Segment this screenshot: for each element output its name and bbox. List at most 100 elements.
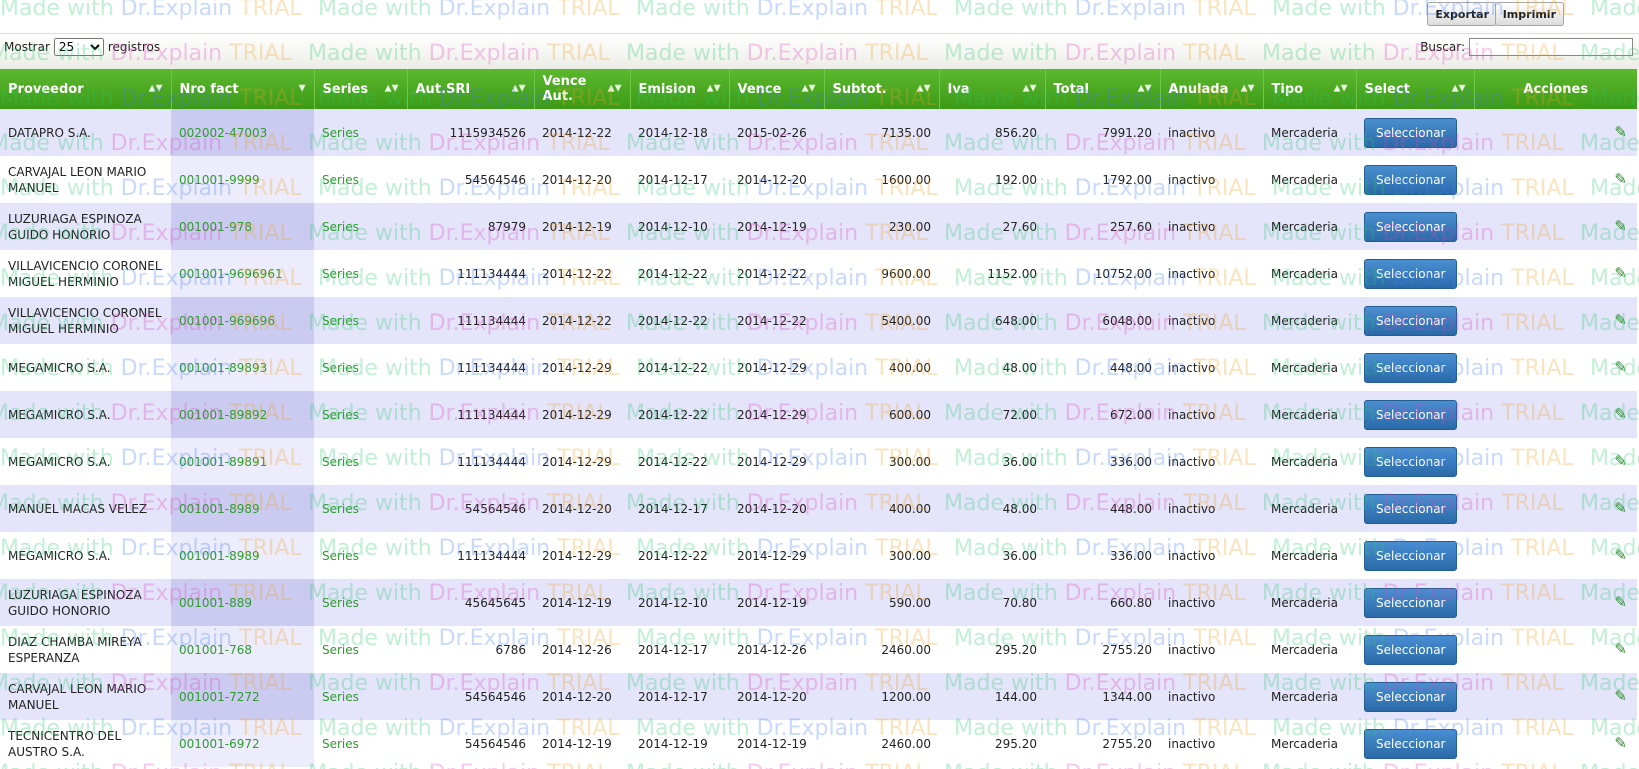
col-header-vence-aut[interactable]: Vence Aut. ▲▼ <box>534 69 631 109</box>
invoice-link[interactable]: 001001-969696 <box>179 313 275 328</box>
edit-pencil-icon[interactable]: ✎ <box>1614 546 1627 564</box>
col-header-emision[interactable]: Emision ▲▼ <box>630 69 730 109</box>
col-header-iva[interactable]: Iva ▲▼ <box>939 69 1046 109</box>
cell-tipo: Mercaderia <box>1263 673 1356 720</box>
cell-aut-sri: 45645645 <box>407 579 534 626</box>
export-button[interactable]: Exportar <box>1427 2 1497 26</box>
select-button[interactable]: Seleccionar <box>1364 305 1458 336</box>
select-button[interactable]: Seleccionar <box>1364 164 1458 195</box>
col-header-acciones: Acciones <box>1523 81 1589 97</box>
select-button[interactable]: Seleccionar <box>1364 493 1458 524</box>
col-header-series[interactable]: Series ▲▼ <box>314 69 408 109</box>
edit-pencil-icon[interactable]: ✎ <box>1614 123 1627 141</box>
cell-series: Series <box>314 391 407 438</box>
select-button[interactable]: Seleccionar <box>1364 540 1458 571</box>
edit-pencil-icon[interactable]: ✎ <box>1614 593 1627 611</box>
select-button[interactable]: Seleccionar <box>1364 587 1458 618</box>
cell-total: 10752.00 <box>1045 250 1160 297</box>
edit-pencil-icon[interactable]: ✎ <box>1614 217 1627 235</box>
search-input[interactable] <box>1469 38 1633 56</box>
edit-pencil-icon[interactable]: ✎ <box>1614 358 1627 376</box>
cell-vence: 2014-12-29 <box>729 391 824 438</box>
col-header-total[interactable]: Total ▲▼ <box>1045 69 1161 109</box>
cell-vence-aut: 2014-12-22 <box>534 109 630 156</box>
invoice-link[interactable]: 001001-9999 <box>179 172 260 187</box>
cell-aut-sri: 111134444 <box>407 438 534 485</box>
edit-pencil-icon[interactable]: ✎ <box>1614 687 1627 705</box>
cell-proveedor: LUZURIAGA ESPINOZA GUIDO HONORIO <box>0 579 171 626</box>
invoice-link[interactable]: 002002-47003 <box>179 125 268 140</box>
col-header-subtot[interactable]: Subtot. ▲▼ <box>824 69 940 109</box>
select-button[interactable]: Seleccionar <box>1364 352 1458 383</box>
col-header-tipo[interactable]: Tipo ▲▼ <box>1263 69 1357 109</box>
edit-pencil-icon[interactable]: ✎ <box>1614 499 1627 517</box>
page-length-select[interactable]: 25 <box>53 38 104 56</box>
cell-nro-fact: 001001-889 <box>171 579 314 626</box>
cell-proveedor: MEGAMICRO S.A. <box>0 344 171 391</box>
edit-pencil-icon[interactable]: ✎ <box>1614 264 1627 282</box>
cell-anulada: inactivo <box>1160 673 1263 720</box>
invoice-link[interactable]: 001001-89892 <box>179 407 268 422</box>
invoice-link[interactable]: 001001-8989 <box>179 548 260 563</box>
col-header-nro-fact[interactable]: Nro fact ▼ <box>171 69 315 109</box>
cell-emision: 2014-12-22 <box>630 297 729 344</box>
cell-aut-sri: 54564546 <box>407 720 534 767</box>
col-header-select[interactable]: Select ▲▼ <box>1356 69 1475 109</box>
cell-emision: 2014-12-19 <box>630 720 729 767</box>
print-button[interactable]: Imprimir <box>1494 2 1564 26</box>
cell-acciones: ✎ <box>1474 673 1637 720</box>
select-button[interactable]: Seleccionar <box>1364 258 1458 289</box>
edit-pencil-icon[interactable]: ✎ <box>1614 170 1627 188</box>
select-button[interactable]: Seleccionar <box>1364 399 1458 430</box>
cell-tipo: Mercaderia <box>1263 297 1356 344</box>
cell-select: Seleccionar <box>1356 579 1474 626</box>
col-header-anulada[interactable]: Anulada ▲▼ <box>1160 69 1264 109</box>
cell-select: Seleccionar <box>1356 626 1474 673</box>
invoice-link[interactable]: 001001-89891 <box>179 454 268 469</box>
invoice-link[interactable]: 001001-6972 <box>179 736 260 751</box>
cell-vence: 2014-12-22 <box>729 297 824 344</box>
cell-vence: 2014-12-20 <box>729 673 824 720</box>
col-header-proveedor[interactable]: Proveedor ▲▼ <box>0 69 172 109</box>
table-row: MEGAMICRO S.A. 001001-89893 Series 11113444… <box>0 344 1637 391</box>
cell-series: Series <box>314 297 407 344</box>
cell-vence: 2014-12-29 <box>729 532 824 579</box>
select-button[interactable]: Seleccionar <box>1364 446 1458 477</box>
invoice-link[interactable]: 001001-7272 <box>179 689 260 704</box>
cell-vence: 2014-12-19 <box>729 203 824 250</box>
cell-anulada: inactivo <box>1160 579 1263 626</box>
invoice-link[interactable]: 001001-978 <box>179 219 253 234</box>
sort-both-icon: ▲▼ <box>801 83 816 94</box>
select-button[interactable]: Seleccionar <box>1364 117 1458 148</box>
select-button[interactable]: Seleccionar <box>1364 681 1458 712</box>
invoice-link[interactable]: 001001-768 <box>179 642 253 657</box>
cell-series: Series <box>314 485 407 532</box>
cell-emision: 2014-12-17 <box>630 673 729 720</box>
select-button[interactable]: Seleccionar <box>1364 634 1458 665</box>
edit-pencil-icon[interactable]: ✎ <box>1614 311 1627 329</box>
table-row: MANUEL MACAS VELEZ 001001-8989 Series 54564… <box>0 485 1637 532</box>
invoice-link[interactable]: 001001-89893 <box>179 360 268 375</box>
sort-both-icon: ▲▼ <box>706 83 721 94</box>
cell-tipo: Mercaderia <box>1263 391 1356 438</box>
invoice-link[interactable]: 001001-889 <box>179 595 253 610</box>
edit-pencil-icon[interactable]: ✎ <box>1614 734 1627 752</box>
cell-iva: 72.00 <box>939 391 1045 438</box>
cell-nro-fact: 001001-9999 <box>171 156 314 203</box>
edit-pencil-icon[interactable]: ✎ <box>1614 640 1627 658</box>
invoice-link[interactable]: 001001-8989 <box>179 501 260 516</box>
col-header-vence[interactable]: Vence ▲▼ <box>729 69 825 109</box>
cell-acciones: ✎ <box>1474 485 1637 532</box>
edit-pencil-icon[interactable]: ✎ <box>1614 405 1627 423</box>
edit-pencil-icon[interactable]: ✎ <box>1614 452 1627 470</box>
cell-aut-sri: 54564546 <box>407 485 534 532</box>
cell-subtot: 590.00 <box>824 579 939 626</box>
select-button[interactable]: Seleccionar <box>1364 211 1458 242</box>
cell-vence-aut: 2014-12-20 <box>534 156 630 203</box>
cell-series: Series <box>314 344 407 391</box>
select-button[interactable]: Seleccionar <box>1364 728 1458 759</box>
col-header-aut-sri[interactable]: Aut.SRI ▲▼ <box>407 69 535 109</box>
invoice-link[interactable]: 001001-9696961 <box>179 266 283 281</box>
table-row: DIAZ CHAMBA MIREYA ESPERANZA 001001-768 Se… <box>0 626 1637 673</box>
cell-subtot: 1200.00 <box>824 673 939 720</box>
